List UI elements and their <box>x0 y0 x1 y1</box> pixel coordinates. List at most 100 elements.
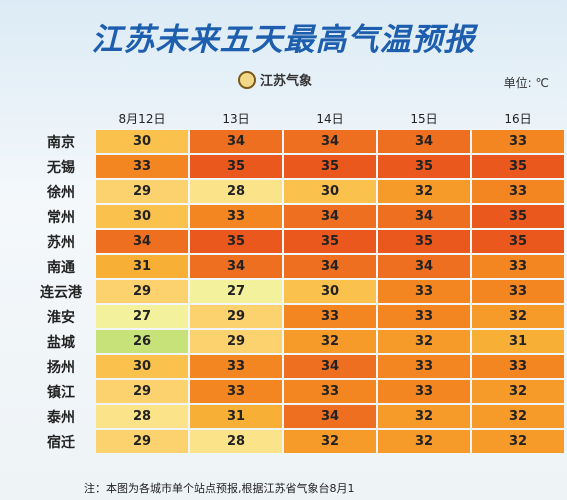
temperature-cell: 34 <box>284 255 376 278</box>
title: 江苏未来五天最高气温预报 <box>91 22 476 58</box>
temperature-cell: 29 <box>96 380 188 403</box>
row: 连云港 29 27 30 33 33 <box>28 280 564 303</box>
temperature-cell: 35 <box>378 230 470 253</box>
row: 常州 30 33 34 34 35 <box>28 205 564 228</box>
temperature-cell: 32 <box>472 380 564 403</box>
temperature-cell: 32 <box>472 305 564 328</box>
temperature-cell: 35 <box>472 155 564 178</box>
logo-badge <box>238 70 256 89</box>
temperature-cell: 32 <box>378 330 470 353</box>
temperature-cell: 30 <box>284 180 376 203</box>
temperature-cell: 34 <box>96 230 188 253</box>
temperature-cell: 34 <box>190 130 282 153</box>
temperature-cell: 33 <box>190 380 282 403</box>
temperature-cell: 34 <box>378 255 470 278</box>
temperature-cell: 28 <box>96 405 188 428</box>
city: 镇江 <box>47 384 75 401</box>
temperature-table: 8月12日 13日 14日 15日 16日 南京 30 34 34 34 33 无锡 33 35 35 35 3… <box>26 106 566 455</box>
temperature-cell: 34 <box>284 130 376 153</box>
temperature-cell: 34 <box>378 205 470 228</box>
row: 泰州 28 31 34 32 32 <box>28 405 564 428</box>
city: 常州 <box>47 209 75 226</box>
temperature-cell: 35 <box>284 230 376 253</box>
temperature-cell: 35 <box>472 205 564 228</box>
temperature-cell: 29 <box>96 280 188 303</box>
temperature-cell: 32 <box>472 405 564 428</box>
temperature-cell: 35 <box>190 155 282 178</box>
column-header: 16日 <box>504 111 532 126</box>
temperature-cell: 27 <box>96 305 188 328</box>
temperature-cell: 34 <box>284 205 376 228</box>
temperature-cell: 30 <box>284 280 376 303</box>
temperature-cell: 27 <box>190 280 282 303</box>
temperature-cell: 33 <box>190 205 282 228</box>
city: 苏州 <box>47 234 75 251</box>
temperature-cell: 35 <box>284 155 376 178</box>
temperature-cell: 33 <box>472 255 564 278</box>
city: 徐州 <box>47 184 75 201</box>
temperature-cell: 28 <box>190 430 282 453</box>
city: 淮安 <box>47 309 75 326</box>
footnote: 注：本图为各城市单个站点预报,根据江苏省气象台8月1 <box>84 482 355 495</box>
city: 盐城 <box>47 334 75 351</box>
column-header: 8月12日 <box>118 111 166 126</box>
column-header: 14日 <box>316 111 344 126</box>
temperature-cell: 34 <box>190 255 282 278</box>
temperature-cell: 32 <box>378 405 470 428</box>
temperature-cell: 30 <box>96 355 188 378</box>
temperature-cell: 31 <box>96 255 188 278</box>
row: 宿迁 29 28 32 32 32 <box>28 430 564 453</box>
temperature-cell: 33 <box>378 280 470 303</box>
temperature-cell: 33 <box>472 355 564 378</box>
city: 南通 <box>47 259 75 276</box>
temperature-cell: 33 <box>284 305 376 328</box>
row: 盐城 26 29 32 32 31 <box>28 330 564 353</box>
temperature-cell: 33 <box>190 355 282 378</box>
column-header: 15日 <box>410 111 438 126</box>
city: 宿迁 <box>47 434 75 451</box>
temperature-cell: 33 <box>472 130 564 153</box>
temperature-cell: 29 <box>190 330 282 353</box>
city: 南京 <box>47 134 75 151</box>
row: 南京 30 34 34 34 33 <box>28 130 564 153</box>
temperature-cell: 35 <box>190 230 282 253</box>
temperature-cell: 28 <box>190 180 282 203</box>
unit: 单位: ℃ <box>503 76 549 90</box>
temperature-cell: 32 <box>472 430 564 453</box>
temperature-cell: 33 <box>96 155 188 178</box>
temperature-cell: 34 <box>284 355 376 378</box>
row: 南通 31 34 34 34 33 <box>28 255 564 278</box>
temperature-cell: 29 <box>96 180 188 203</box>
temperature-cell: 31 <box>472 330 564 353</box>
logo-text: 江苏气象 <box>260 74 313 89</box>
row: 淮安 27 29 33 33 32 <box>28 305 564 328</box>
temperature-cell: 30 <box>96 130 188 153</box>
temperature-cell: 29 <box>96 430 188 453</box>
temperature-cell: 33 <box>378 305 470 328</box>
header-row: 8月12日 13日 14日 15日 16日 <box>28 108 564 128</box>
temperature-cell: 32 <box>378 180 470 203</box>
temperature-cell: 30 <box>96 205 188 228</box>
temperature-cell: 33 <box>378 380 470 403</box>
temperature-cell: 32 <box>284 430 376 453</box>
temperature-cell: 34 <box>284 405 376 428</box>
logo: 江苏气象 <box>238 70 312 89</box>
temperature-cell: 29 <box>190 305 282 328</box>
temperature-cell: 33 <box>284 380 376 403</box>
temperature-cell: 26 <box>96 330 188 353</box>
city: 扬州 <box>47 359 75 376</box>
row: 扬州 30 33 34 33 33 <box>28 355 564 378</box>
city: 无锡 <box>47 159 75 176</box>
temperature-cell: 34 <box>378 130 470 153</box>
row: 无锡 33 35 35 35 35 <box>28 155 564 178</box>
column-header: 13日 <box>222 111 250 126</box>
row: 苏州 34 35 35 35 35 <box>28 230 564 253</box>
temperature-cell: 32 <box>378 430 470 453</box>
row: 镇江 29 33 33 33 32 <box>28 380 564 403</box>
row: 徐州 29 28 30 32 33 <box>28 180 564 203</box>
temperature-cell: 31 <box>190 405 282 428</box>
temperature-cell: 32 <box>284 330 376 353</box>
corner <box>28 108 94 128</box>
city: 泰州 <box>47 409 75 426</box>
